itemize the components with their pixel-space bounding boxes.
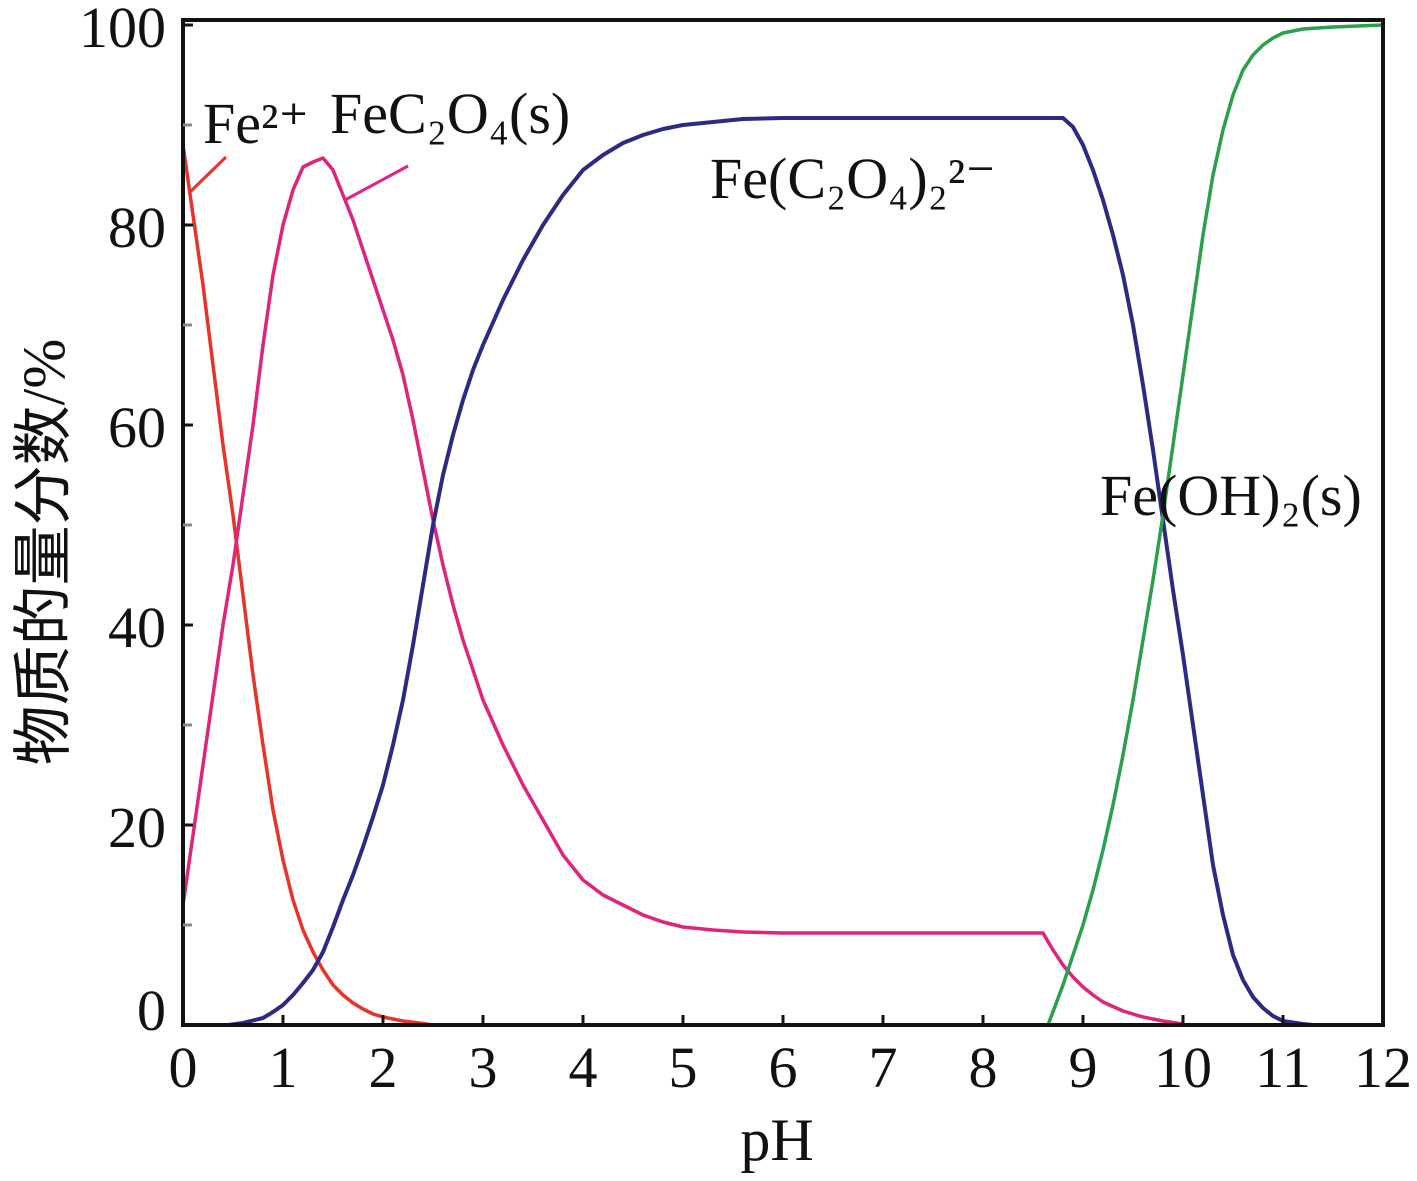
y-axis-title: 物质的量分数/% — [11, 339, 77, 766]
x-tick-label: 12 — [1354, 1035, 1412, 1100]
y-tick-label: 100 — [79, 0, 166, 60]
y-tick-label: 60 — [108, 395, 166, 460]
x-tick-label: 5 — [669, 1035, 698, 1100]
series-line-fec2o4-s — [181, 156, 1185, 1026]
x-tick-label: 6 — [769, 1035, 798, 1100]
y-tick-label: 0 — [137, 978, 166, 1043]
y-tick-label: 40 — [108, 595, 166, 660]
leader-line-fec2o4-s — [344, 164, 409, 202]
series-line-fe2plus — [181, 143, 435, 1027]
series-label-fec2o4-s: FeC₂O₄(s) — [330, 81, 570, 146]
series-layer — [181, 23, 1385, 1027]
series-line-fe-c2o4-2 — [226, 116, 1315, 1027]
series-label-fe-c2o4-2: Fe(C₂O₄)₂²⁻ — [710, 146, 996, 211]
x-tick-label: 0 — [169, 1035, 198, 1100]
x-axis-title: pH — [740, 1107, 813, 1173]
x-tick-label: 3 — [469, 1035, 498, 1100]
x-tick-label: 2 — [369, 1035, 398, 1100]
x-tick-label: 11 — [1255, 1035, 1311, 1100]
x-tick-label: 8 — [969, 1035, 998, 1100]
x-tick-label: 1 — [269, 1035, 298, 1100]
x-tick-label: 10 — [1154, 1035, 1212, 1100]
series-line-fe-oh-2-s — [1046, 23, 1385, 1027]
x-tick-label: 9 — [1069, 1035, 1098, 1100]
y-tick-label: 20 — [108, 795, 166, 860]
x-tick-label: 4 — [569, 1035, 598, 1100]
series-label-fe2plus: Fe²⁺ — [203, 91, 309, 156]
y-tick-label: 80 — [108, 195, 166, 260]
leader-line-fe2plus — [188, 155, 228, 194]
series-label-fe-oh-2-s: Fe(OH)₂(s) — [1100, 463, 1362, 528]
x-tick-label: 7 — [869, 1035, 898, 1100]
